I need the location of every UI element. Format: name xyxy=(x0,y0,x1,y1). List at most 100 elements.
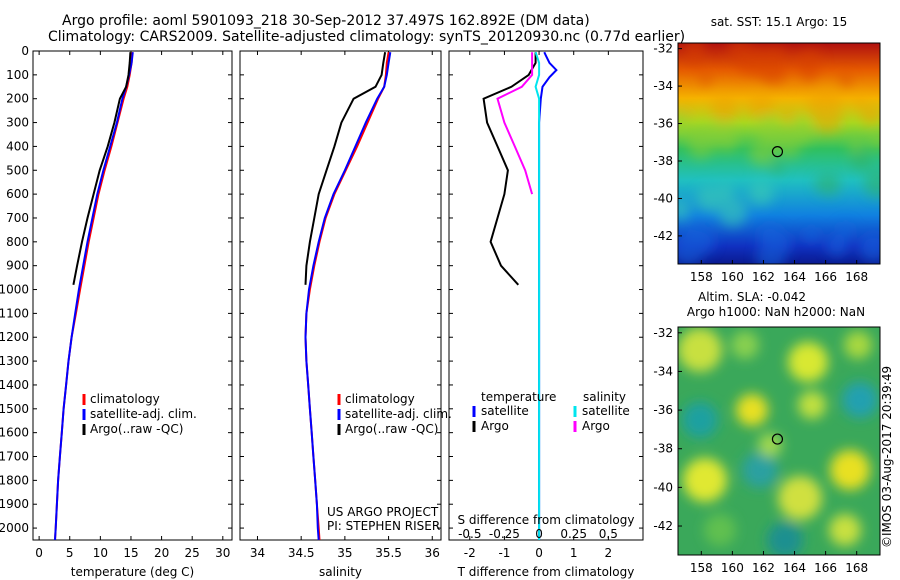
legend-label: Argo xyxy=(481,419,509,433)
x-tick-label: 1 xyxy=(570,546,578,560)
y-tick-label: -34 xyxy=(653,79,673,93)
y-tick-label: 1400 xyxy=(0,378,29,392)
legend-label: climatology xyxy=(345,392,415,406)
map-sla-map: 158 160 162 164 166 168 -32 -34 -36 -38 -40 -42 xyxy=(653,326,881,575)
y-tick-label: 1000 xyxy=(0,283,29,297)
texture-blob xyxy=(825,233,849,257)
texture-blob xyxy=(704,514,736,546)
texture-blob xyxy=(718,197,748,228)
texture-blob xyxy=(830,450,870,490)
project-annotation: US ARGO PROJECT xyxy=(327,505,439,519)
sst-texture xyxy=(678,43,880,264)
texture-blob xyxy=(780,108,797,124)
y-tick-label: -42 xyxy=(653,229,673,243)
y-tick-label: -42 xyxy=(653,519,673,533)
imos-credit: ©IMOS 03-Aug-2017 20:39:49 xyxy=(880,366,894,548)
map-frame xyxy=(677,42,881,265)
y-tick-label: -32 xyxy=(653,326,673,340)
texture-blob xyxy=(786,118,814,146)
y-tick-label: 400 xyxy=(6,139,29,153)
x-tick-label: -2 xyxy=(464,546,476,560)
texture-blob xyxy=(778,476,822,520)
y-tick-label: 1100 xyxy=(0,306,29,320)
texture-blob xyxy=(829,514,861,546)
x-tick-label: 166 xyxy=(814,270,837,284)
texture-blob xyxy=(868,133,880,150)
x-tick-label: 162 xyxy=(752,270,775,284)
y-tick-label: -38 xyxy=(653,154,673,168)
legend-label: Argo xyxy=(582,419,610,433)
legend-label: satellite xyxy=(582,404,630,418)
series-argo-raw-qc- xyxy=(304,52,387,285)
texture-blob xyxy=(814,175,832,193)
s-tick-label: 0 xyxy=(535,527,543,541)
texture-blob xyxy=(683,458,727,502)
sst-map-title: sat. SST: 15.1 Argo: 15 xyxy=(711,15,848,29)
map-field xyxy=(678,43,880,264)
map-field xyxy=(678,327,880,555)
argo-position-marker xyxy=(771,146,784,158)
map-sst-map: 158 160 162 164 166 168 -32 -34 -36 -38 -40 -42 xyxy=(653,42,881,284)
y-tick-label: 1900 xyxy=(0,497,29,511)
y-tick-label: 1300 xyxy=(0,354,29,368)
x-tick-label: 25 xyxy=(185,546,200,560)
x-tick-label: 0 xyxy=(35,546,43,560)
x-tick-label: 2 xyxy=(605,546,613,560)
sla-texture xyxy=(678,328,878,555)
legend-label: satellite xyxy=(481,404,529,418)
panel-salinity: 34 34.5 35 35.5 36 salinity climatologysatelli… xyxy=(239,50,452,579)
x-tick-label: 36 xyxy=(425,546,440,560)
texture-blob xyxy=(696,186,723,213)
texture-blob xyxy=(686,50,703,66)
legend-label: satellite-adj. clim. xyxy=(345,407,452,421)
texture-blob xyxy=(678,110,692,135)
texture-blob xyxy=(767,47,787,67)
plot-frame xyxy=(239,50,442,541)
y-tick-label: 100 xyxy=(6,68,29,82)
texture-blob xyxy=(838,221,854,237)
texture-blob xyxy=(788,342,828,382)
sla-map-subtitle: Argo h1000: NaN h2000: NaN xyxy=(687,305,865,319)
x-tick-label: 162 xyxy=(752,561,775,575)
texture-blob xyxy=(839,73,853,87)
legend-label: Argo(..raw -QC) xyxy=(345,422,438,436)
x-tick-label: 35.5 xyxy=(375,546,402,560)
map-frame xyxy=(677,326,881,556)
legend-title-salinity: salinity xyxy=(583,390,626,404)
texture-blob xyxy=(769,159,785,175)
x-tick-label: 10 xyxy=(93,546,108,560)
y-tick-label: -36 xyxy=(653,403,673,417)
x-axis-label: salinity xyxy=(319,565,362,579)
texture-blob xyxy=(863,169,880,198)
x-tick-label: 15 xyxy=(123,546,138,560)
s-tick-label: -0.5 xyxy=(458,527,481,541)
series-salinity-satellite xyxy=(534,51,541,540)
x-tick-label: 164 xyxy=(783,270,806,284)
texture-blob xyxy=(748,181,774,206)
texture-blob xyxy=(798,391,826,419)
x-tick-label: 168 xyxy=(845,270,868,284)
x-tick-label: 34.5 xyxy=(288,546,315,560)
texture-blob xyxy=(811,102,843,133)
x-tick-label: 168 xyxy=(845,561,868,575)
series-temperature-argo xyxy=(482,52,537,286)
x-tick-label: 166 xyxy=(814,561,837,575)
pi-annotation: PI: STEPHEN RISER xyxy=(327,519,440,533)
x-tick-label: 35 xyxy=(337,546,352,560)
series-salinity-argo xyxy=(496,52,534,195)
s-axis-label: S difference from climatology xyxy=(458,513,635,527)
texture-blob xyxy=(852,95,866,108)
texture-blob xyxy=(682,402,718,438)
texture-blob xyxy=(842,382,878,418)
series-satellite-adj-clim- xyxy=(304,52,392,541)
texture-blob xyxy=(767,522,803,555)
texture-blob xyxy=(844,331,872,359)
figure-title-line2: Climatology: CARS2009. Satellite-adjuste… xyxy=(48,29,686,45)
y-tick-label: -36 xyxy=(653,117,673,131)
y-tick-label: -38 xyxy=(653,442,673,456)
texture-blob xyxy=(731,331,759,359)
texture-blob xyxy=(678,328,722,372)
y-tick-label: 500 xyxy=(6,163,29,177)
y-tick-label: 2000 xyxy=(0,521,29,535)
